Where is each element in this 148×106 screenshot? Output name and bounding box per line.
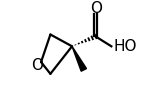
Text: O: O (90, 1, 102, 16)
Polygon shape (72, 46, 86, 71)
Text: HO: HO (114, 39, 137, 54)
Text: O: O (31, 59, 43, 73)
